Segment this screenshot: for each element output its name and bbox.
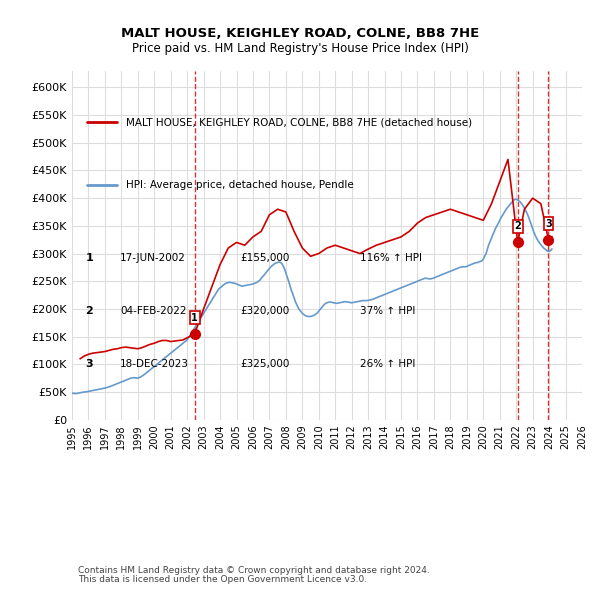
Text: MALT HOUSE, KEIGHLEY ROAD, COLNE, BB8 7HE (detached house): MALT HOUSE, KEIGHLEY ROAD, COLNE, BB8 7H… [125, 117, 472, 127]
Text: 2: 2 [86, 306, 93, 316]
Text: £320,000: £320,000 [240, 306, 289, 316]
Text: Price paid vs. HM Land Registry's House Price Index (HPI): Price paid vs. HM Land Registry's House … [131, 42, 469, 55]
Text: 17-JUN-2002: 17-JUN-2002 [120, 253, 186, 263]
Text: £325,000: £325,000 [240, 359, 289, 369]
Text: Contains HM Land Registry data © Crown copyright and database right 2024.: Contains HM Land Registry data © Crown c… [78, 566, 430, 575]
Text: 04-FEB-2022: 04-FEB-2022 [120, 306, 187, 316]
Text: 1: 1 [191, 313, 198, 323]
Text: 3: 3 [86, 359, 93, 369]
Text: 18-DEC-2023: 18-DEC-2023 [120, 359, 189, 369]
Text: 3: 3 [545, 219, 552, 228]
Text: 116% ↑ HPI: 116% ↑ HPI [360, 253, 422, 263]
Text: 37% ↑ HPI: 37% ↑ HPI [360, 306, 415, 316]
Text: £155,000: £155,000 [240, 253, 289, 263]
Text: 26% ↑ HPI: 26% ↑ HPI [360, 359, 415, 369]
Text: MALT HOUSE, KEIGHLEY ROAD, COLNE, BB8 7HE: MALT HOUSE, KEIGHLEY ROAD, COLNE, BB8 7H… [121, 27, 479, 40]
Text: 2: 2 [514, 221, 521, 231]
Text: 1: 1 [86, 253, 93, 263]
Text: HPI: Average price, detached house, Pendle: HPI: Average price, detached house, Pend… [125, 179, 353, 189]
Text: This data is licensed under the Open Government Licence v3.0.: This data is licensed under the Open Gov… [78, 575, 367, 584]
